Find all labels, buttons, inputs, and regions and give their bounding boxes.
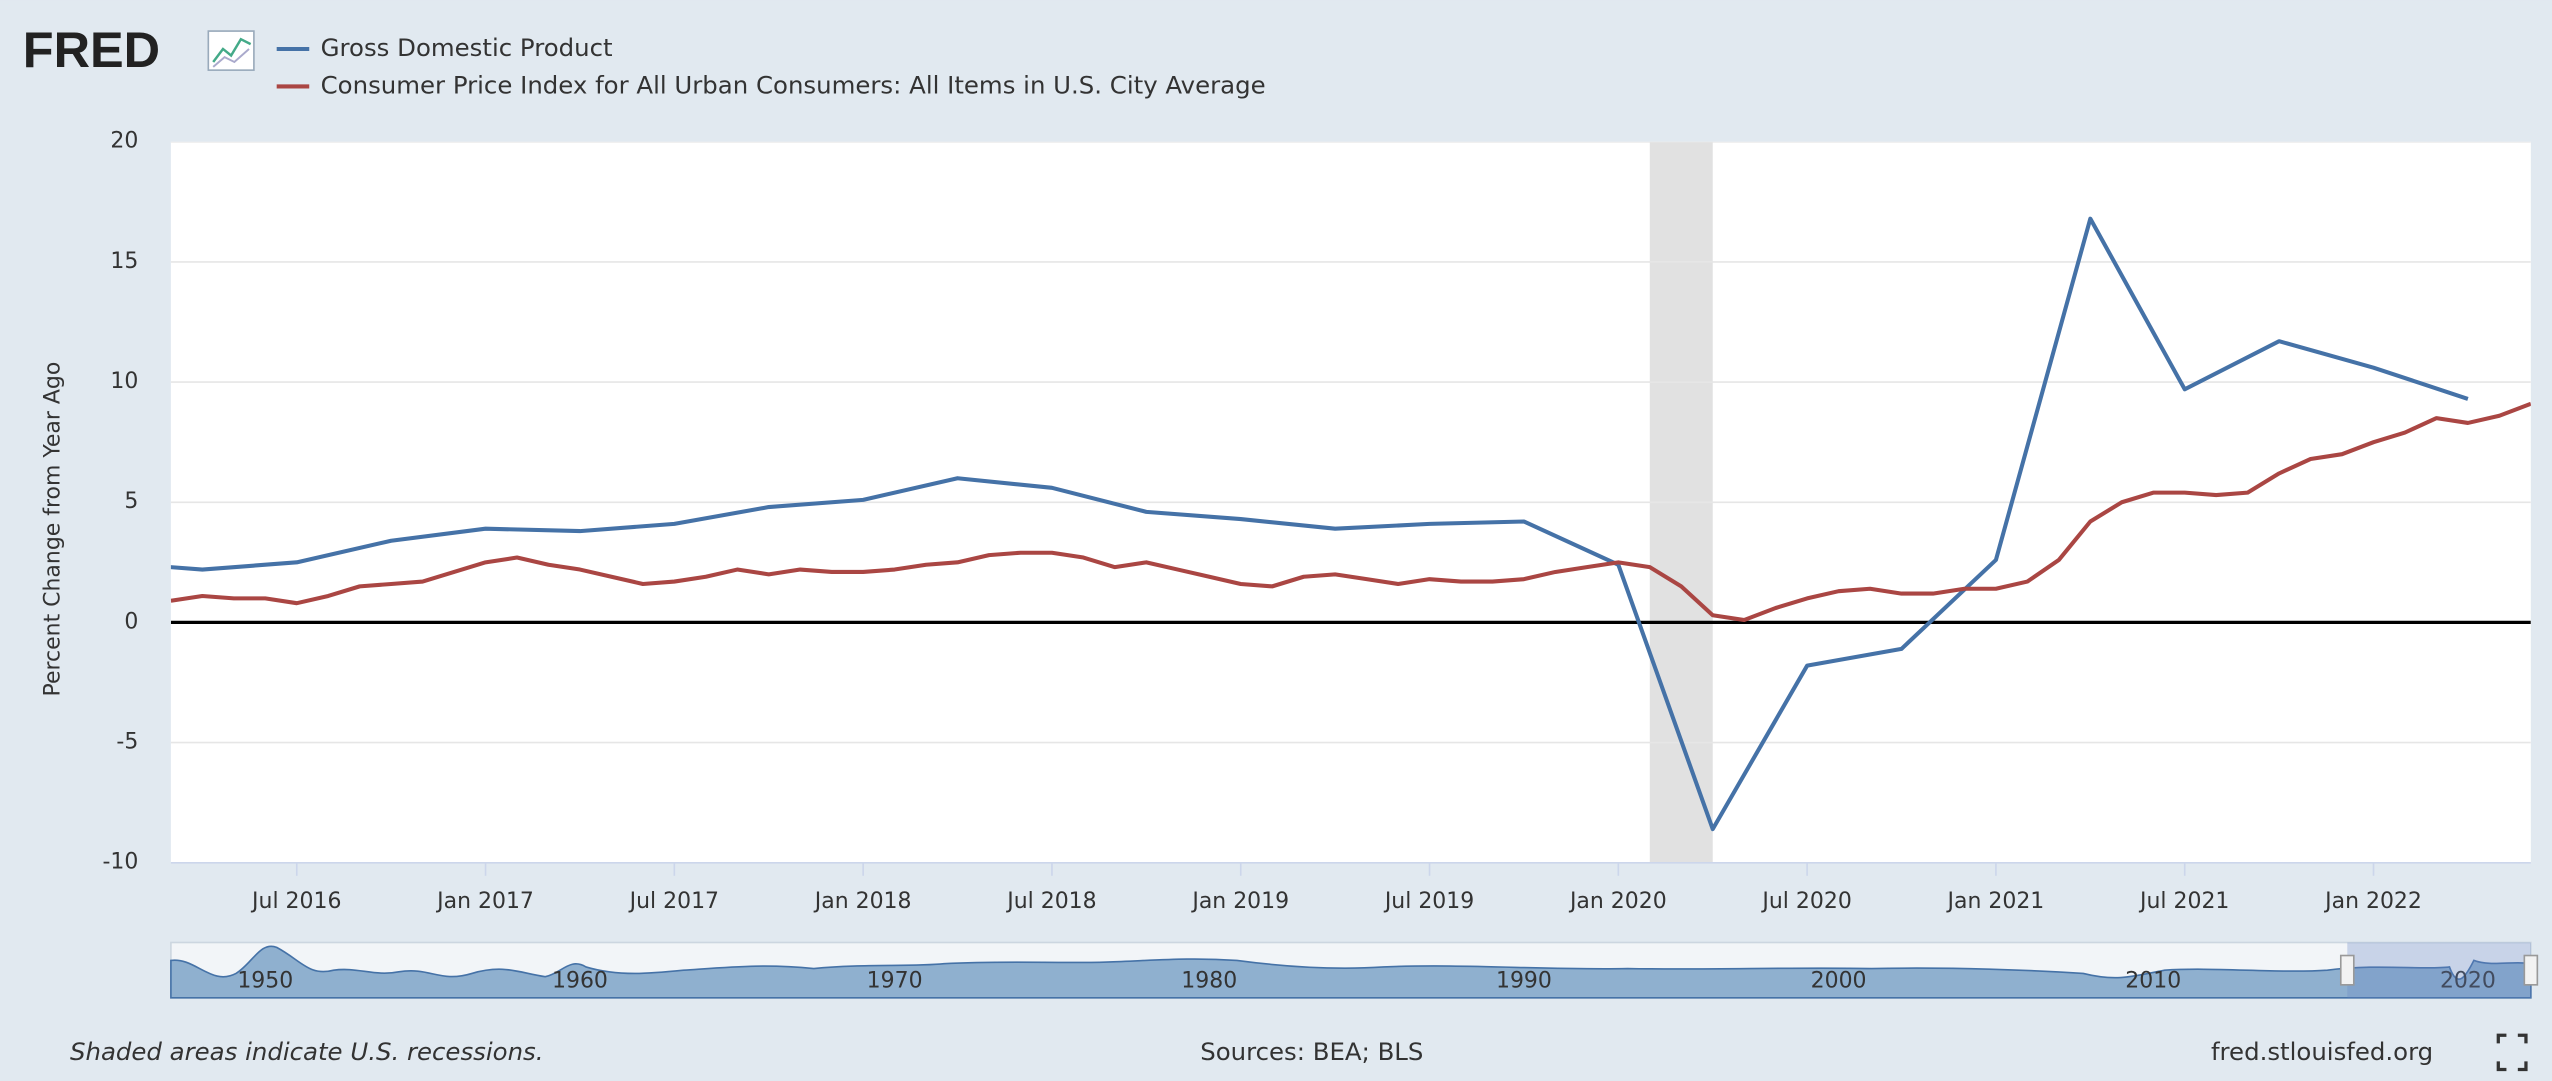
navigator-label: 1970 <box>867 969 923 994</box>
x-tick-label: Jan 2020 <box>1568 889 1667 914</box>
x-tick-label: Jul 2016 <box>250 889 341 914</box>
logo-icon <box>207 30 255 71</box>
x-tick-label: Jul 2021 <box>2138 889 2229 914</box>
y-tick-label: -5 <box>116 730 138 755</box>
x-tick-label: Jan 2022 <box>2323 889 2422 914</box>
site-link[interactable]: fred.stlouisfed.org <box>2211 1037 2433 1066</box>
series-line <box>170 401 2531 623</box>
x-tick-label: Jan 2021 <box>1946 889 2045 914</box>
navigator-label: 1980 <box>1181 969 1237 994</box>
y-tick-label: 0 <box>124 609 138 634</box>
navigator-handle[interactable] <box>2523 954 2539 986</box>
navigator-label: 1950 <box>237 969 293 994</box>
x-tick-label: Jul 2019 <box>1383 889 1474 914</box>
sources: Sources: BEA; BLS <box>1200 1037 1423 1066</box>
y-tick-label: 15 <box>110 249 138 274</box>
x-tick-label: Jul 2018 <box>1005 889 1096 914</box>
y-axis-label: Percent Change from Year Ago <box>41 362 66 697</box>
y-tick-label: 10 <box>110 369 138 394</box>
x-tick-label: Jan 2018 <box>813 889 912 914</box>
x-tick-label: Jul 2020 <box>1760 889 1851 914</box>
series-line <box>170 216 2469 832</box>
y-tick-label: -10 <box>102 850 138 875</box>
navigator-selection[interactable] <box>2347 942 2531 998</box>
y-tick-label: 5 <box>124 489 138 514</box>
x-tick-label: Jan 2017 <box>435 889 534 914</box>
x-tick-label: Jul 2017 <box>628 889 719 914</box>
footnote: Shaded areas indicate U.S. recessions. <box>70 1037 544 1066</box>
navigator-label: 2000 <box>1811 969 1867 994</box>
navigator-label: 2020 <box>2440 969 2496 994</box>
fullscreen-icon[interactable] <box>2496 1033 2528 1072</box>
legend-label[interactable]: Gross Domestic Product <box>321 33 613 62</box>
legend-label[interactable]: Consumer Price Index for All Urban Consu… <box>321 70 1266 99</box>
navigator-label: 2010 <box>2125 969 2181 994</box>
y-tick-label: 20 <box>110 129 138 154</box>
x-tick-label: Jan 2019 <box>1190 889 1289 914</box>
navigator-label: 1990 <box>1496 969 1552 994</box>
navigator-handle[interactable] <box>2339 954 2355 986</box>
navigator-label: 1960 <box>552 969 608 994</box>
logo[interactable]: FRED <box>23 21 160 78</box>
